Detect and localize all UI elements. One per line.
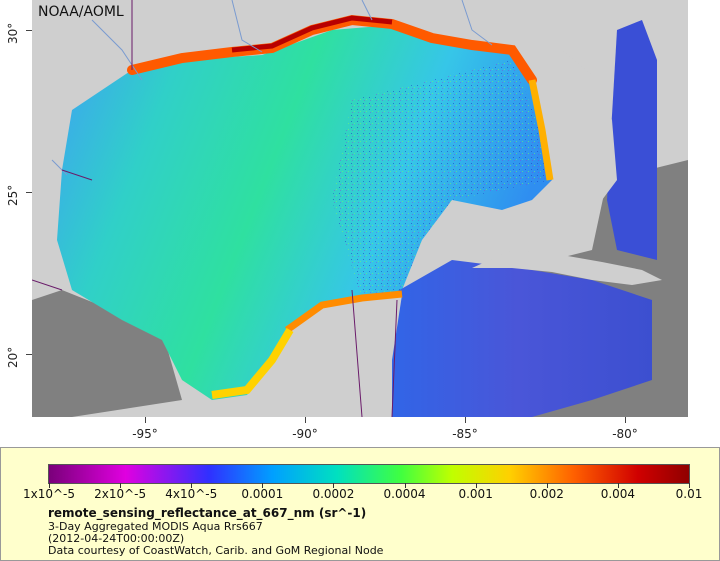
color-scale-label: 0.01 [675,487,703,501]
latitude-tick [26,354,32,355]
color-scale-tick [404,483,406,488]
longitude-tick [625,417,626,423]
latitude-tick [26,30,32,31]
color-scale-label: 0.0004 [383,487,426,501]
latitude-tick [26,192,32,193]
color-scale-label: 0.001 [458,487,493,501]
reflectance-map [32,0,688,417]
variable-title: remote_sensing_reflectance_at_667_nm (sr… [48,506,367,520]
color-scale-label: 0.0001 [241,487,284,501]
northern-coast-edge [231,15,393,53]
dataset-timestamp: (2012-04-24T00:00:00Z) [48,532,185,545]
color-scale-tick [120,483,122,488]
color-scale-tick [475,483,477,488]
color-scale-label: 4x10^-5 [165,487,218,501]
color-scale-tick [262,483,264,488]
color-scale-label: 0.002 [529,487,564,501]
longitude-label-80: -80° [612,427,638,441]
color-scale-bar [48,464,690,484]
longitude-label-85: -85° [452,427,478,441]
gulf-speckle [332,60,552,300]
color-scale-label: 0.0002 [312,487,355,501]
latitude-label-20: 20° [6,346,20,368]
color-scale-tick [333,483,335,488]
longitude-tick [145,417,146,423]
color-scale-label: 2x10^-5 [94,487,147,501]
caribbean-water [382,260,652,417]
campeche-coast-band [211,327,294,399]
color-scale-label: 1x10^-5 [22,487,76,501]
yucatan-land [292,295,402,400]
longitude-tick [305,417,306,423]
color-scale-tick [617,483,619,488]
agency-label: NOAA/AOML [38,4,124,20]
data-credit: Data courtesy of CoastWatch, Carib. and … [48,544,384,557]
boundary-line [32,0,398,417]
color-scale-tick [49,483,50,488]
longitude-tick [465,417,466,423]
color-scale-tick [191,483,193,488]
longitude-label-95: -95° [132,427,158,441]
latitude-label-25: 25° [6,184,20,206]
color-scale-tick [689,483,690,488]
color-scale-label: 0.004 [600,487,636,501]
map-area: NOAA/AOML [32,0,688,417]
latitude-label-30: 30° [6,22,20,44]
dataset-description: 3-Day Aggregated MODIS Aqua Rrs667 [48,520,263,533]
legend-panel: 1x10^-5 2x10^-5 4x10^-5 0.0001 0.0002 0.0004 0… [0,447,720,561]
yucatan-coast-band [284,290,403,333]
color-scale-tick [546,483,548,488]
cuba-land [472,250,662,285]
florida-coast-band [528,79,554,181]
longitude-label-90: -90° [292,427,318,441]
no-data-region-west [32,290,182,417]
atlantic-water [607,20,657,260]
river-line [51,0,493,176]
